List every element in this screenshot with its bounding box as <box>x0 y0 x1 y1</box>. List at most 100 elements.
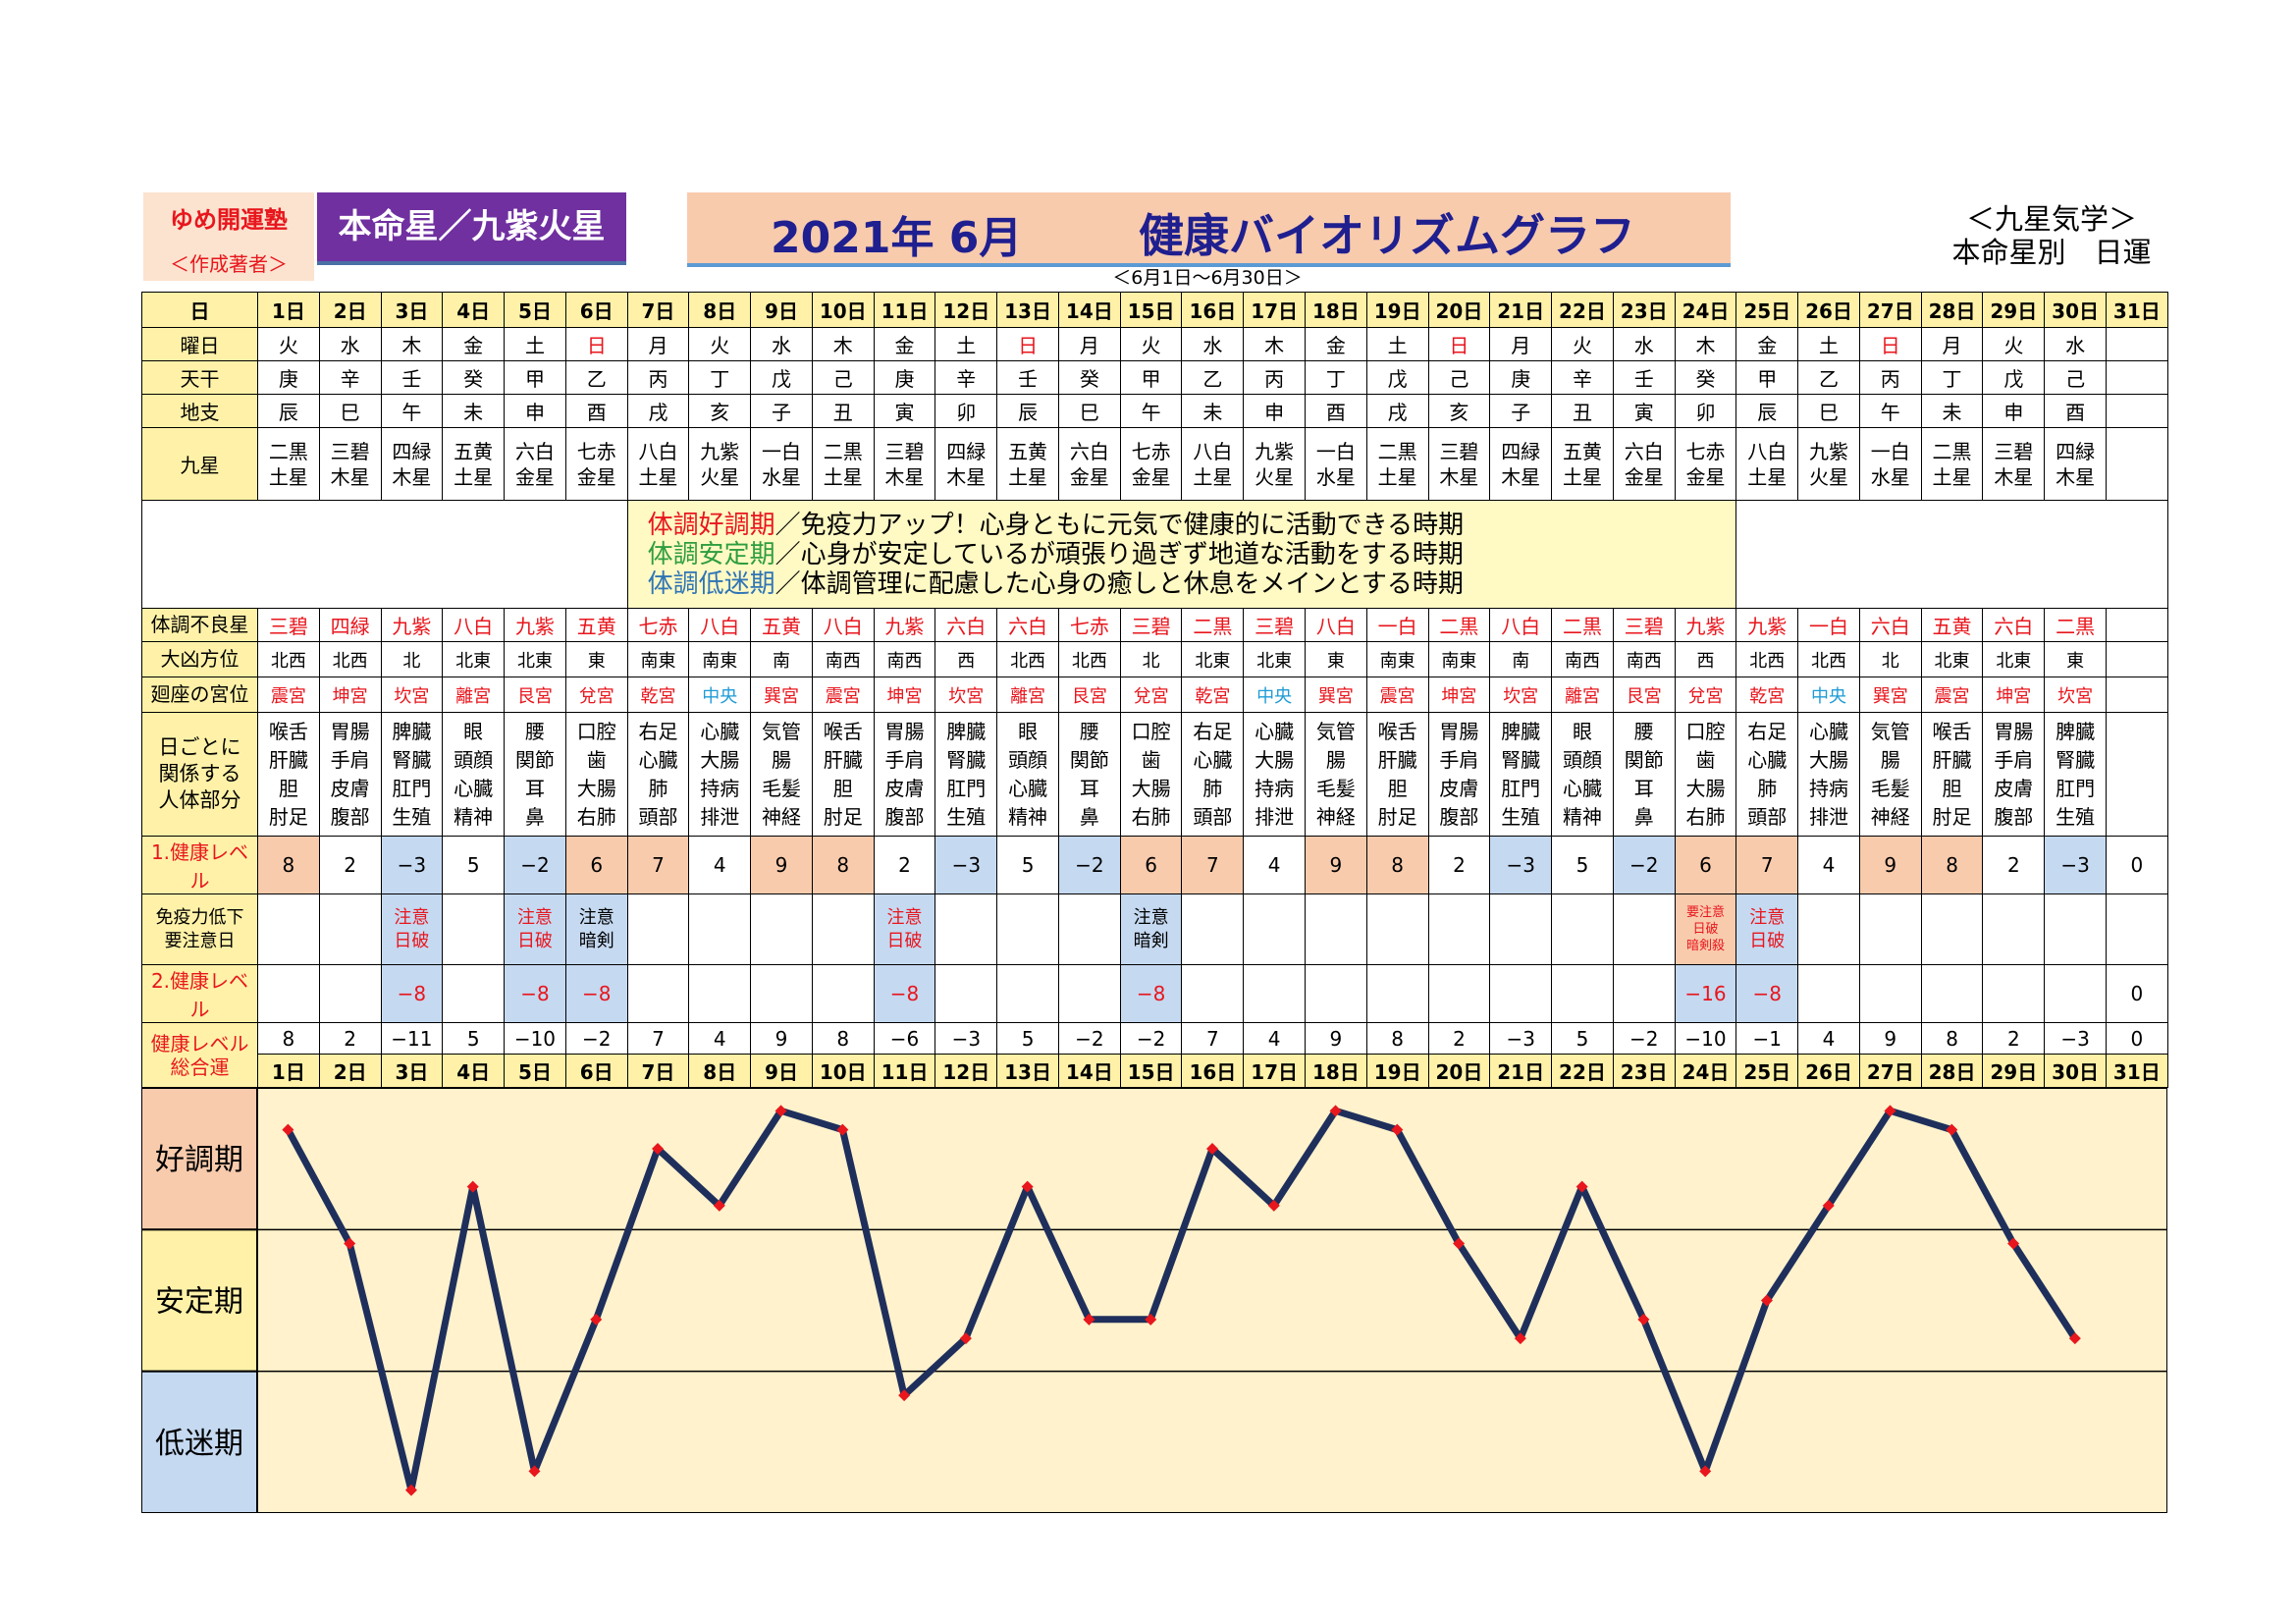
kyusei-line: 八白 <box>638 439 678 463</box>
chishi-cell: 申 <box>504 394 566 428</box>
level1-cell: 5 <box>442 836 506 894</box>
tenkan-cell: 戊 <box>1982 360 2046 395</box>
kyusei-cell: 三碧 木星 <box>1982 427 2046 501</box>
palace-cell: 巽宮 <box>1305 677 1367 713</box>
table-row: 体調好調期／免疫力アップ！心身ともに元気で健康的に活動できる時期 体調安定期／心身… <box>141 500 2168 609</box>
day-footer-cell: 24日 <box>1674 1054 1737 1088</box>
weekday-cell: 火 <box>257 327 320 361</box>
body-part: 右足 <box>1193 719 1233 743</box>
chishi-cell: 亥 <box>688 394 752 428</box>
body-part: 胆 <box>832 776 853 800</box>
kyusei-line: 土星 <box>454 464 494 489</box>
zone-label: 低迷期 <box>155 1427 243 1461</box>
kyusei-cell: 三碧 木星 <box>318 427 382 501</box>
period-label: ＜6月1日～6月30日＞ <box>1112 267 1303 289</box>
data-point <box>1329 1105 1342 1117</box>
tenkan-cell: 己 <box>1427 360 1491 395</box>
kyusei-cell: 三碧 木星 <box>873 427 936 501</box>
level2-cell <box>442 964 506 1023</box>
body-part: 胃腸 <box>884 719 925 743</box>
bad-star-cell: 九紫 <box>1735 608 1799 642</box>
data-point <box>713 1199 725 1212</box>
bad-star-cell: 九紫 <box>504 608 566 642</box>
data-point <box>1391 1123 1404 1136</box>
total-cell: 4 <box>1797 1022 1860 1055</box>
day-header-cell: 2日 <box>318 292 382 328</box>
day-footer-cell: 31日 <box>2105 1054 2168 1088</box>
bad-direction-cell: 北 <box>380 641 444 677</box>
chishi-cell: 寅 <box>1612 394 1676 428</box>
body-parts-cell: 口腔歯大腸 右肺 <box>1674 712 1737 837</box>
day-footer-cell: 21日 <box>1489 1054 1553 1088</box>
day-footer-cell: 20日 <box>1427 1054 1491 1088</box>
level2-cell <box>1181 964 1245 1023</box>
tenkan-cell: 癸 <box>442 360 506 395</box>
legend-blank <box>1735 500 2168 609</box>
day-header-cell: 24日 <box>1674 292 1737 328</box>
weekday-cell: 金 <box>442 327 506 361</box>
body-part: 肛門 <box>1501 776 1541 800</box>
level2-cell: −16 <box>1674 964 1737 1023</box>
body-part: 腸 <box>1880 747 1900 772</box>
total-cell: 0 <box>2105 1022 2168 1055</box>
body-part: 胃腸 <box>1994 719 2034 743</box>
chishi-cell: 丑 <box>1551 394 1614 428</box>
day-footer-cell: 8日 <box>688 1054 752 1088</box>
data-point <box>466 1180 479 1193</box>
bad-star-cell: 三碧 <box>1612 608 1676 642</box>
body-part: 鼻 <box>1633 804 1654 829</box>
total-cell: 5 <box>996 1022 1059 1055</box>
body-part: 耳 <box>1079 776 1099 800</box>
kyusei-line: 一白 <box>762 439 801 463</box>
data-point <box>1206 1142 1218 1155</box>
weekday-cell: 日 <box>1858 327 1922 361</box>
tenkan-cell: 辛 <box>318 360 382 395</box>
palace-cell: 坤宮 <box>1427 677 1491 713</box>
tenkan-cell: 庚 <box>257 360 320 395</box>
day-footer-cell: 17日 <box>1243 1054 1307 1088</box>
body-part: 心臓 <box>1562 776 1602 800</box>
chishi-cell: 午 <box>1858 394 1922 428</box>
kyusei-line: 六白 <box>1069 439 1109 463</box>
kyusei-line: 金星 <box>1131 464 1171 489</box>
data-point <box>528 1465 541 1478</box>
weekday-cell: 月 <box>1920 327 1984 361</box>
chishi-label: 地支 <box>141 394 258 428</box>
immune-cell <box>688 893 752 965</box>
tenkan-cell: 癸 <box>1674 360 1737 395</box>
total-cell: 7 <box>626 1022 690 1055</box>
kyusei-line: 火星 <box>1809 464 1849 489</box>
body-part: 大腸 <box>1809 747 1849 772</box>
kyusei-cell: 七赤 金星 <box>1674 427 1737 501</box>
level2-cell <box>1489 964 1553 1023</box>
day-header-cell: 21日 <box>1489 292 1553 328</box>
chishi-cell: 子 <box>750 394 813 428</box>
level2-cell <box>1243 964 1307 1023</box>
kyusei-cell: 五黄 土星 <box>996 427 1059 501</box>
kyusei-cell: 二黒 土星 <box>257 427 320 501</box>
kyusei-line: 九紫 <box>700 439 740 463</box>
legend-line: 体調安定期／心身が安定しているが頑張り過ぎず地道な活動をする時期 <box>628 540 1735 569</box>
bad-star-cell: 八白 <box>688 608 752 642</box>
immune-line: 日破 <box>1692 922 1719 937</box>
zone-label-box <box>140 1370 258 1514</box>
kyusei-line: 四緑 <box>946 439 987 463</box>
bad-direction-cell: 北西 <box>1735 641 1799 677</box>
weekday-cell: 金 <box>1305 327 1367 361</box>
bad-direction-cell: 北東 <box>442 641 506 677</box>
kyusei-line: 四緑 <box>2056 439 2096 463</box>
kyusei-line: 九紫 <box>1255 439 1295 463</box>
body-parts-label-line: 人体部分 <box>158 788 241 812</box>
immune-cell: 注意 日破 <box>1735 893 1799 965</box>
body-part: 心臓 <box>700 719 740 743</box>
weekday-cell: 木 <box>1243 327 1307 361</box>
bad-direction-cell: 東 <box>564 641 628 677</box>
bad-direction-cell: 東 <box>2044 641 2107 677</box>
bad-direction-cell: 東 <box>1305 641 1367 677</box>
bad-star-cell: 一白 <box>1365 608 1429 642</box>
body-parts-cell: 心臓 大腸 持病 排泄 <box>688 712 752 837</box>
kyusei-cell: 五黄 土星 <box>442 427 506 501</box>
body-part: 腎臓 <box>946 747 987 772</box>
body-part: 心臓 <box>1193 747 1233 772</box>
level2-cell <box>626 964 690 1023</box>
